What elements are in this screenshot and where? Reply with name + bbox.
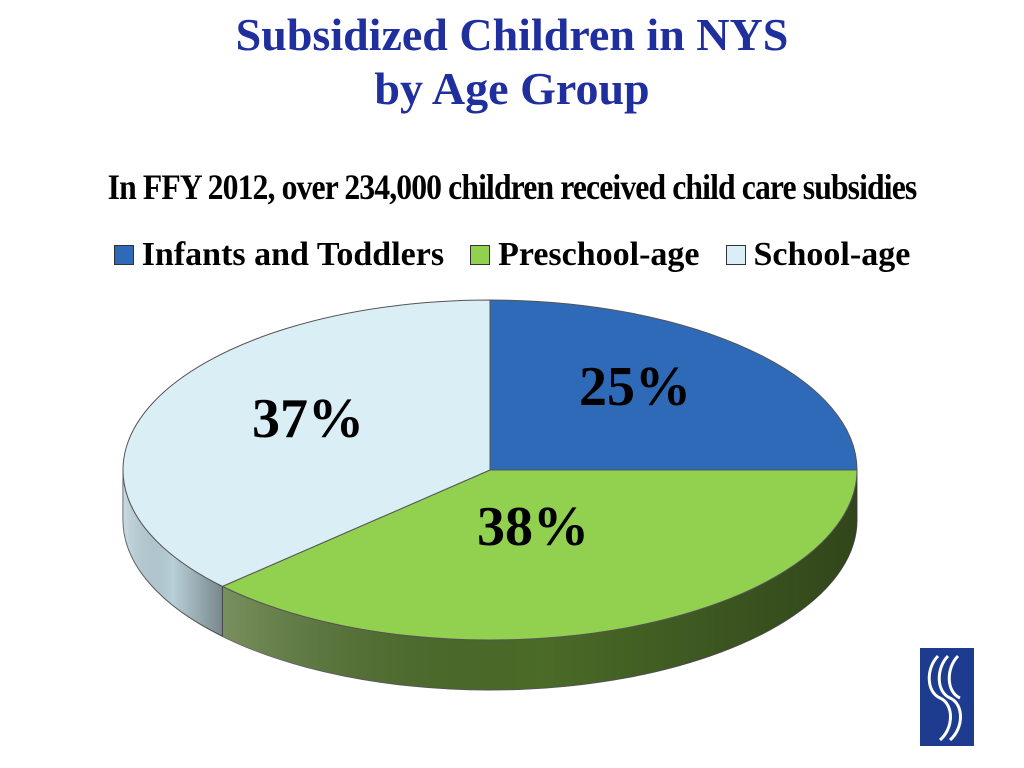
pie-tops [122, 299, 858, 641]
legend-label-preschool: Preschool-age [498, 236, 700, 273]
pie-sides [122, 469, 858, 691]
pie-slice-preschool [221, 469, 858, 641]
legend-label-infants: Infants and Toddlers [141, 236, 445, 273]
legend-swatch-school [725, 245, 746, 265]
pie-slice-school [122, 299, 491, 587]
agency-logo-icon [920, 648, 974, 746]
legend-swatch-preschool [470, 245, 491, 265]
legend: Infants and Toddlers Preschool-age Schoo… [0, 236, 1024, 274]
pie-slice-infants [489, 299, 858, 471]
legend-item-school: School-age [725, 236, 911, 274]
pie-labels: 25% 38% 37% [252, 356, 691, 558]
legend-swatch-infants [113, 245, 134, 265]
pie-label-school: 37% [252, 388, 364, 450]
pie-label-preschool: 38% [477, 496, 589, 558]
title-line-2: by Age Group [374, 63, 650, 114]
legend-item-infants: Infants and Toddlers [113, 236, 445, 274]
chart-subtitle: In FFY 2012, over 234,000 children recei… [107, 167, 918, 207]
legend-label-school: School-age [753, 236, 911, 273]
pie-label-infants: 25% [579, 356, 691, 418]
pie-side-shade-school [123, 470, 223, 637]
title-line-1: Subsidized Children in NYS [235, 9, 789, 60]
chart-title: Subsidized Children in NYS by Age Group [0, 8, 1024, 116]
legend-item-preschool: Preschool-age [470, 236, 700, 274]
pie-side-shade-preschool [222, 470, 858, 690]
